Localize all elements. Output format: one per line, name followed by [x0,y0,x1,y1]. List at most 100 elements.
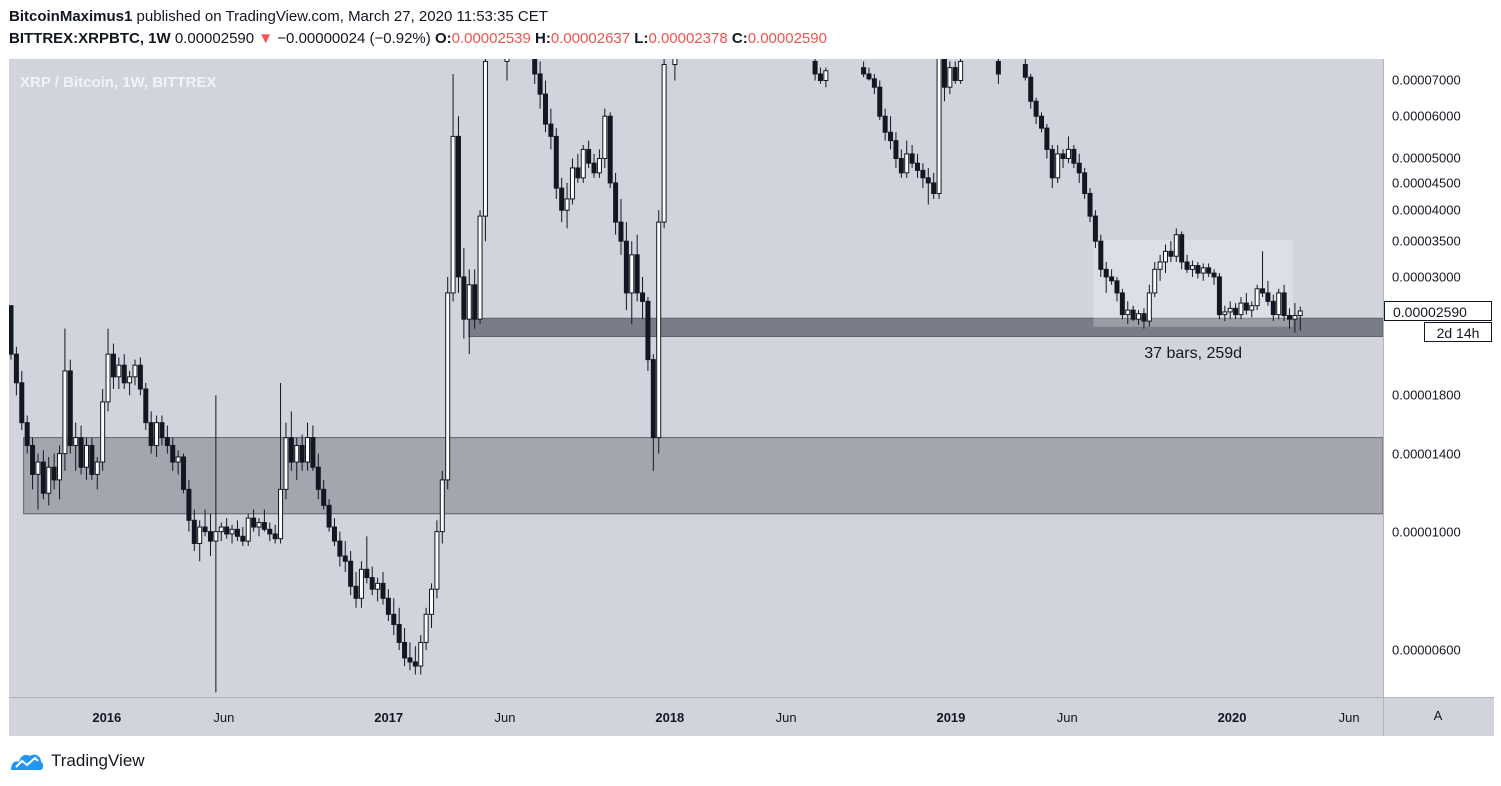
candle [575,153,581,183]
candle [24,415,30,454]
candle [1216,273,1222,320]
candle [89,437,95,480]
candle [1087,188,1093,223]
candle [823,67,829,88]
candle-body [326,504,332,528]
candle-body [634,254,640,294]
candle-body [51,466,57,481]
candle-body [1146,292,1152,322]
candle-body [1265,292,1271,302]
author-name[interactable]: BitcoinMaximus1 [9,8,133,25]
candle-body [116,364,122,378]
candle-body [434,531,440,590]
candle [543,80,549,133]
candle [607,112,613,189]
candle-body [1071,148,1077,164]
candle-body [629,254,635,294]
candle [920,163,926,189]
candle-body [240,535,246,542]
candle [402,627,408,667]
candlestick-chart[interactable] [9,59,1383,697]
candle-body [656,221,662,439]
candle-body [256,522,262,528]
candle [121,354,127,390]
tradingview-brand[interactable]: TradingView [51,751,145,770]
candle [1136,310,1142,325]
candle [197,520,203,562]
candle-body [358,568,364,599]
candle-body [13,353,19,384]
candle [143,382,149,431]
candle-body [299,444,305,463]
candle-body [278,488,284,540]
candle-body [418,641,424,667]
candle [472,269,478,329]
candle-body [1125,309,1131,316]
candle-body [105,353,111,403]
candle [1265,280,1271,306]
candle-body [272,533,278,540]
candle [1173,228,1179,262]
candle-body [650,359,656,439]
chart-pane[interactable]: XRP / Bitcoin, 1W, BITTREX 37 bars, 259d [9,59,1383,697]
candle-body [477,215,483,320]
candle-body [67,370,73,446]
auto-scale-button[interactable]: A [1433,708,1443,723]
candle [871,73,877,95]
candle [861,61,867,78]
time-tick-label: Jun [213,710,235,725]
price-tick-label: 0.00000600 [1392,642,1461,658]
candle-body [159,422,165,439]
candle-body [596,157,602,174]
candle-body [1281,292,1287,317]
price-tick-label: 0.00005000 [1392,150,1461,166]
candle-body [1028,76,1034,102]
candle [461,247,467,339]
candle [559,177,565,223]
candle-body [1222,311,1228,316]
candle [1270,294,1276,322]
candle [202,509,208,537]
candle-body [1065,148,1071,159]
candle-body [1179,234,1185,263]
candle [412,646,418,675]
candle [1114,276,1120,302]
candle [321,479,327,510]
candle [548,108,554,150]
candle [348,550,354,596]
candle [580,144,586,183]
candle [1249,301,1255,318]
candle-body [1039,115,1044,129]
candle-body [315,466,321,490]
candle-body [197,526,203,545]
measure-label: 37 bars, 259d [1144,344,1243,362]
candle [537,61,543,109]
candle-body [94,461,100,475]
price-axis[interactable]: 0.00002590 2d 14h 0.00007000 0.00006000 0.… [1383,59,1494,697]
candle-body [9,305,14,355]
candle [100,389,106,471]
candle-body [504,59,510,62]
support-zone-lower[interactable] [23,437,1383,515]
candle [46,456,52,506]
candle-body [1087,192,1093,217]
candle [288,411,294,471]
candle-body [337,540,343,557]
candle-body [1195,265,1201,274]
candle [640,276,646,320]
candle [817,67,823,84]
candle [602,108,608,168]
candle [73,422,79,471]
candle-body [1184,261,1190,270]
tradingview-logo-icon[interactable] [9,750,45,772]
candle [629,241,635,324]
candle [170,437,176,471]
candle-body [305,437,311,463]
candle [1168,241,1174,262]
candle-body [369,577,375,590]
candle-body [40,461,46,494]
candle [1297,306,1303,331]
candle-body [575,167,581,179]
time-axis[interactable]: 2016 Jun 2017 Jun 2018 Jun 2019 Jun 2020 Jun [9,697,1383,736]
candle-body [429,588,435,615]
